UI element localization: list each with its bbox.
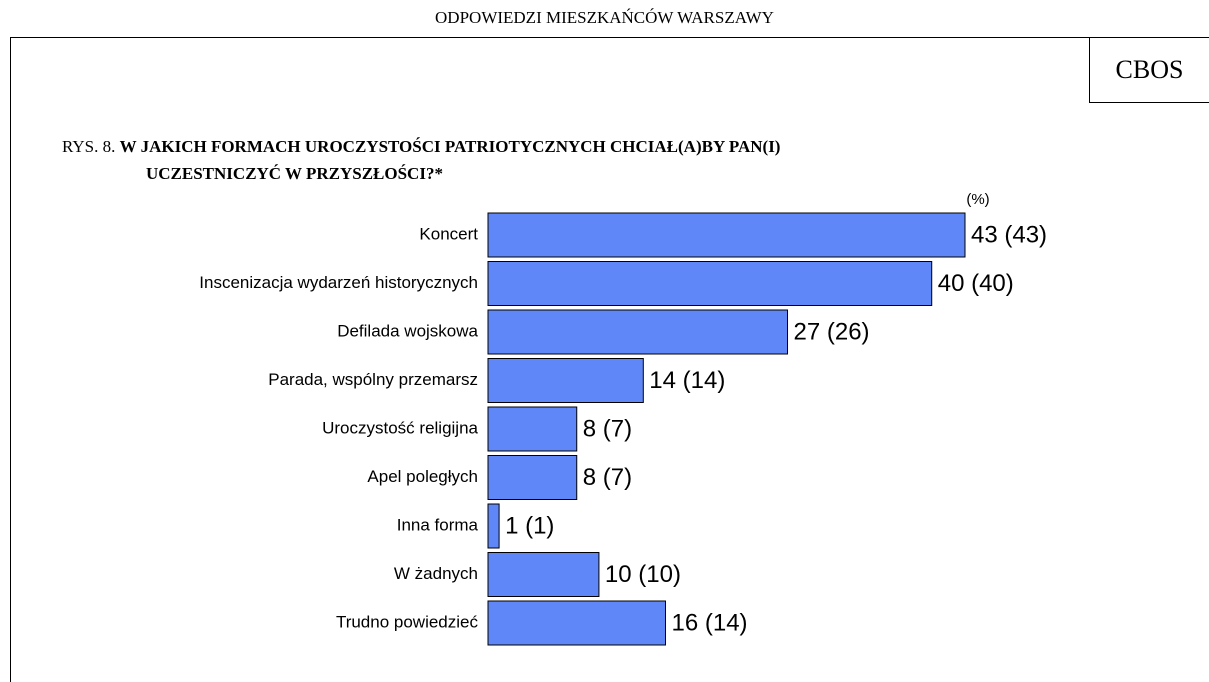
value-label: 40 (40) <box>938 270 1014 297</box>
category-label: W żadnych <box>394 564 478 583</box>
category-label: Inna forma <box>397 515 479 534</box>
category-label: Uroczystość religijna <box>322 418 478 437</box>
frame-line <box>10 37 1209 38</box>
category-label: Parada, wspólny przemarsz <box>268 370 478 389</box>
unit-label: (%) <box>966 191 989 208</box>
category-label: Apel poległych <box>367 467 478 486</box>
frame-line <box>10 37 11 682</box>
value-label: 8 (7) <box>583 415 632 442</box>
chart-title: W JAKICH FORMACH UROCZYSTOŚCI PATRIOTYCZ… <box>119 137 781 156</box>
bar <box>487 455 578 500</box>
value-label: 43 (43) <box>971 221 1047 248</box>
category-label: Defilada wojskowa <box>337 321 478 340</box>
bar <box>487 406 578 452</box>
bar <box>487 261 933 306</box>
title-block: RYS. 8. W JAKICH FORMACH UROCZYSTOŚCI PA… <box>62 133 780 187</box>
category-label: Trudno powiedzieć <box>336 612 479 631</box>
bar <box>487 600 666 646</box>
category-label: Inscenizacja wydarzeń historycznych <box>199 273 478 292</box>
category-label: Koncert <box>419 224 478 243</box>
header: ODPOWIEDZI MIESZKAŃCÓW WARSZAWY <box>435 8 774 27</box>
value-label: 8 (7) <box>583 464 632 491</box>
bar <box>487 503 500 549</box>
bar <box>487 212 966 258</box>
figure-label: RYS. 8. <box>62 137 116 156</box>
value-label: 16 (14) <box>671 609 747 636</box>
value-label: 14 (14) <box>649 367 725 394</box>
value-label: 10 (10) <box>605 561 681 588</box>
bar <box>487 358 644 403</box>
bar <box>487 309 789 355</box>
badge: CBOS <box>1089 37 1209 103</box>
bar <box>487 552 600 597</box>
value-label: 27 (26) <box>794 318 870 345</box>
chart-title: UCZESTNICZYĆ W PRZYSZŁOŚCI?* <box>146 164 443 183</box>
value-label: 1 (1) <box>505 512 554 539</box>
